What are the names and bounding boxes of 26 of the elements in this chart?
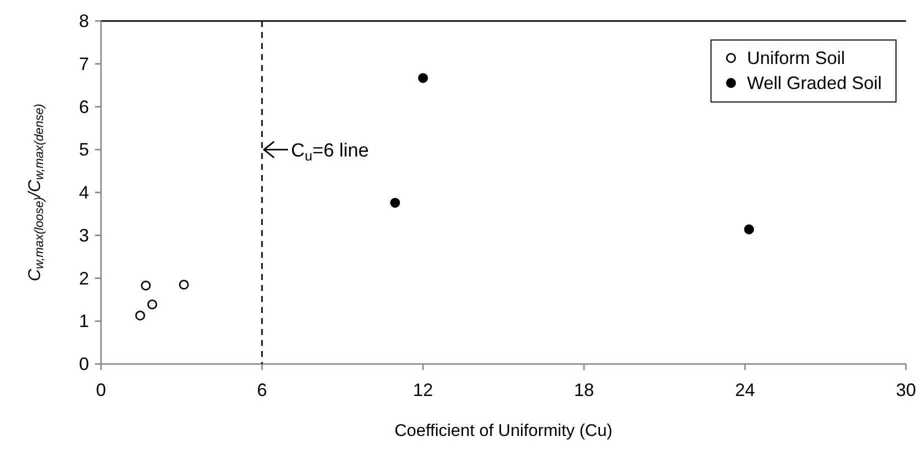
x-axis-title: Coefficient of Uniformity (Cu) [394, 421, 612, 440]
y-tick-label: 2 [78, 268, 89, 288]
point [178, 280, 189, 290]
point [744, 224, 754, 234]
legend-label: Well Graded Soil [747, 73, 882, 93]
y-tick-label: 6 [78, 96, 89, 117]
annotation: C$_{u}$=6 line [291, 140, 369, 164]
y-tick-label: 0 [78, 354, 89, 374]
y-tick-label: 5 [78, 140, 89, 160]
x-tick-label: 12 [412, 380, 434, 400]
y-tick-label: 1 [78, 311, 89, 332]
y-tick-label: 8 [78, 11, 89, 31]
point [135, 310, 146, 320]
x-tick-label: 18 [574, 380, 594, 400]
point [418, 73, 428, 83]
x-tick-label: 0 [96, 380, 106, 400]
point [147, 299, 158, 310]
y-tick-label: 7 [78, 54, 89, 74]
y-tick-label: 4 [78, 182, 89, 202]
x-tick-label: 24 [734, 380, 756, 400]
point [140, 280, 151, 290]
x-tick-label: 30 [896, 380, 916, 400]
x-tick-label: 6 [256, 380, 268, 400]
legend-label: Uniform Soil [747, 48, 846, 68]
point [390, 198, 400, 208]
y-tick-label: 3 [78, 225, 89, 246]
